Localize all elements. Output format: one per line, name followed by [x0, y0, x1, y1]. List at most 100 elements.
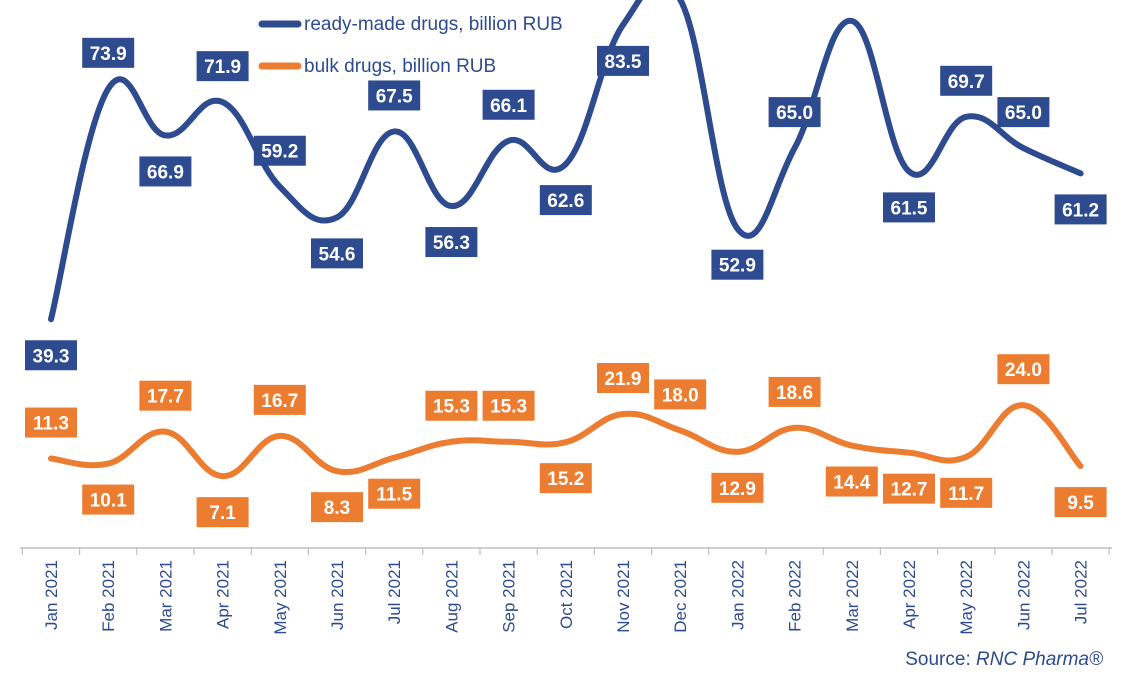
data-label-bulk: 8.3	[324, 498, 350, 519]
data-label-ready-made: 73.9	[90, 44, 127, 65]
data-label-bulk: 7.1	[209, 503, 236, 524]
data-label-bulk: 16.7	[261, 391, 298, 412]
legend-entry-ready-made: ready-made drugs, billion RUB	[304, 14, 563, 35]
data-label-ready-made-box	[768, 97, 821, 128]
data-label-ready-made-box	[368, 80, 421, 111]
data-label-bulk: 17.7	[147, 387, 184, 408]
x-tick-label: Aug 2021	[442, 560, 461, 633]
data-label-bulk-box	[539, 463, 592, 494]
data-label-bulk: 10.1	[90, 491, 127, 512]
data-label-ready-made: 65.0	[776, 103, 813, 124]
data-label-bulk-box	[25, 407, 77, 438]
legend-entry-bulk: bulk drugs, billion RUB	[304, 56, 496, 77]
data-label-bulk-box	[597, 363, 649, 394]
data-label-ready-made-box	[883, 192, 935, 223]
source-prefix: Source:	[905, 649, 971, 670]
data-label-ready-made: 71.9	[204, 57, 241, 78]
data-label-bulk-box	[997, 354, 1050, 385]
data-label-ready-made: 54.6	[319, 244, 356, 265]
data-label-bulk: 12.7	[891, 480, 928, 501]
data-label-ready-made: 66.9	[147, 162, 184, 183]
data-label-ready-made-box	[311, 238, 363, 269]
data-label-bulk: 11.3	[33, 414, 69, 435]
data-label-bulk-box	[311, 492, 363, 523]
data-label-ready-made-box	[196, 51, 249, 82]
x-tick-label: Sep 2021	[500, 560, 519, 633]
x-tick-label: Jul 2021	[385, 560, 404, 624]
data-label-bulk: 18.0	[662, 385, 699, 406]
data-label-bulk: 11.7	[948, 484, 984, 505]
data-label-bulk-box	[196, 497, 249, 528]
x-tick-label: Feb 2022	[786, 560, 805, 632]
x-tick-label: May 2021	[271, 560, 290, 635]
x-tick-label: Jan 2021	[42, 560, 61, 630]
x-tick-label: Mar 2021	[156, 560, 175, 632]
data-label-ready-made-box	[253, 135, 306, 166]
data-label-ready-made: 66.1	[490, 96, 527, 117]
data-label-bulk: 14.4	[833, 473, 870, 494]
data-label-bulk-box	[1054, 487, 1107, 518]
series-line-ready-made	[48, 0, 1084, 323]
x-tick-label: Mar 2022	[843, 560, 862, 632]
data-label-ready-made-box	[539, 185, 592, 216]
data-label-ready-made-box	[482, 89, 535, 120]
x-tick-label: Apr 2022	[900, 560, 919, 629]
data-label-bulk: 24.0	[1005, 360, 1042, 381]
data-label-bulk: 21.9	[605, 369, 642, 390]
data-label-ready-made-box	[82, 37, 135, 68]
data-label-ready-made-box	[425, 227, 478, 258]
data-label-bulk-box	[768, 376, 821, 407]
data-label-bulk-box	[883, 473, 935, 504]
data-label-bulk-box	[482, 390, 535, 421]
data-label-bulk-box	[82, 484, 135, 515]
data-label-ready-made: 61.2	[1062, 200, 1099, 221]
x-tick-label: Nov 2021	[614, 560, 633, 633]
x-tick-label: Jul 2022	[1072, 560, 1091, 624]
x-tick-label: May 2022	[957, 560, 976, 635]
source-name: RNC Pharma®	[976, 649, 1103, 670]
data-label-bulk-box	[654, 379, 707, 410]
data-label-bulk-box	[425, 390, 478, 421]
data-label-ready-made-box	[25, 340, 77, 371]
data-label-ready-made-box	[139, 156, 192, 187]
data-label-ready-made: 83.5	[605, 52, 642, 73]
source-note: Source: RNC Pharma®	[905, 649, 1103, 671]
data-label-bulk-box	[368, 478, 421, 509]
data-label-bulk: 11.5	[376, 485, 412, 506]
x-tick-label: Jun 2021	[328, 560, 347, 630]
data-label-bulk-box	[825, 466, 878, 497]
data-label-bulk: 15.3	[433, 397, 470, 418]
data-label-bulk: 12.9	[719, 479, 756, 500]
data-label-bulk: 15.3	[490, 397, 527, 418]
data-label-ready-made-box	[997, 97, 1050, 128]
data-label-bulk-box	[940, 477, 993, 508]
data-label-bulk: 18.6	[776, 383, 813, 404]
x-tick-label: Jun 2022	[1014, 560, 1033, 630]
data-label-bulk-box	[711, 472, 764, 503]
data-label-bulk: 9.5	[1067, 493, 1094, 514]
x-tick-label: Jan 2022	[728, 560, 747, 630]
data-label-ready-made: 39.3	[33, 346, 70, 367]
x-tick-label: Feb 2021	[99, 560, 118, 632]
data-label-ready-made: 69.7	[948, 72, 985, 93]
data-label-ready-made: 52.9	[719, 256, 756, 277]
data-label-ready-made: 62.6	[547, 191, 584, 212]
x-tick-label: Dec 2021	[671, 560, 690, 633]
data-label-ready-made-box	[711, 249, 764, 280]
data-label-ready-made: 56.3	[433, 233, 470, 254]
data-label-bulk-box	[253, 384, 306, 415]
data-label-ready-made-box	[1054, 194, 1107, 225]
data-label-ready-made: 61.5	[891, 198, 928, 219]
x-tick-label: Oct 2021	[557, 560, 576, 629]
data-label-bulk: 15.2	[547, 469, 584, 490]
data-label-ready-made-box	[940, 65, 993, 96]
data-label-ready-made-box	[597, 45, 649, 76]
x-tick-label: Apr 2021	[214, 560, 233, 629]
data-label-ready-made: 65.0	[1005, 103, 1042, 124]
data-label-bulk-box	[139, 380, 192, 411]
data-label-ready-made: 67.5	[376, 86, 413, 107]
series-line-bulk	[48, 402, 1084, 480]
data-label-ready-made: 59.2	[261, 142, 298, 163]
